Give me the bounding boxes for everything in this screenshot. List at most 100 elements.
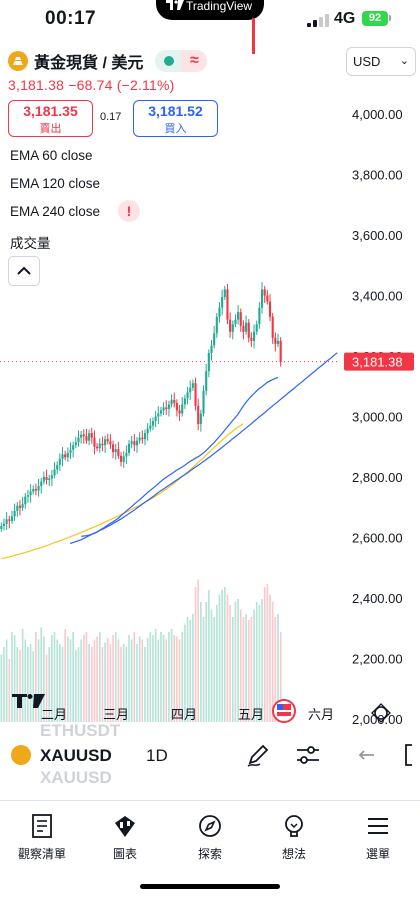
indicators-icon[interactable]	[294, 741, 322, 769]
nav-watchlist[interactable]: 觀察清單	[7, 813, 77, 862]
currency-select[interactable]: USD ⌄	[346, 47, 416, 76]
volume-bar	[202, 617, 205, 722]
volume-bar	[3, 647, 5, 722]
candle-body	[10, 516, 14, 521]
gold-icon	[8, 51, 28, 71]
timeframe-button[interactable]: 1D	[146, 746, 168, 765]
candle-body	[16, 505, 19, 511]
candle-body	[221, 297, 224, 308]
candle-body	[82, 434, 85, 437]
candle-body	[104, 439, 107, 446]
y-axis-tick-label: 4,000.00	[352, 107, 403, 122]
status-time: 00:17	[45, 8, 97, 29]
watchlist-icon	[32, 814, 52, 838]
candle-body	[215, 316, 218, 334]
draw-icon[interactable]	[244, 741, 272, 769]
candle-body	[13, 510, 16, 517]
volume-bar	[247, 620, 250, 722]
x-axis-tick-label: 五月	[238, 708, 264, 723]
volume-bar	[80, 639, 82, 722]
candle-body	[263, 289, 266, 296]
sell-button[interactable]: 3,181.35 賣出	[8, 100, 93, 137]
symbol-header[interactable]: 黃金現貨 / 美元 ≈	[8, 50, 208, 72]
volume-bar	[221, 590, 223, 722]
candle-body	[24, 496, 27, 505]
nav-menu[interactable]: 選單	[343, 813, 413, 862]
candle-body	[175, 402, 178, 411]
candle-body	[37, 486, 40, 491]
candle-body	[255, 324, 258, 332]
y-axis-tick-label: 3,800.00	[352, 168, 403, 183]
nav-ideas[interactable]: 想法	[259, 813, 329, 862]
candle-body	[242, 325, 245, 332]
price-chart[interactable]: 4,000.003,800.003,600.003,400.003,200.00…	[0, 0, 420, 735]
candle-body	[32, 489, 35, 492]
volume-bar	[192, 614, 194, 722]
undo-icon[interactable]	[354, 741, 382, 769]
volume-bar	[144, 647, 146, 722]
volume-bar	[253, 609, 255, 722]
volume-bar	[35, 632, 37, 722]
volume-bar	[5, 639, 8, 722]
us-flag-stripe	[277, 710, 291, 712]
candle-body	[85, 436, 88, 441]
candle-body	[234, 319, 237, 325]
explore-icon	[199, 815, 221, 837]
candle-body	[274, 337, 277, 344]
indicator-ema120[interactable]: EMA 120 close	[10, 176, 101, 191]
volume-bar	[218, 594, 221, 722]
candle-body	[133, 441, 136, 446]
volume-bar	[53, 632, 56, 722]
candle-body	[151, 421, 155, 426]
volume-bar	[109, 644, 112, 722]
nav-label-menu: 選單	[365, 847, 390, 861]
nav-chart[interactable]: 圖表	[90, 813, 160, 862]
candle-body	[69, 449, 72, 453]
candle-body	[218, 307, 221, 317]
candle-body	[266, 295, 269, 302]
volume-bar	[48, 647, 51, 722]
buy-button[interactable]: 3,181.52 買入	[133, 100, 218, 137]
candle-body	[149, 425, 152, 429]
volume-bar	[258, 605, 261, 722]
candle-body	[2, 523, 6, 527]
volume-bar	[223, 587, 226, 722]
volume-bar	[120, 647, 122, 722]
volume-bar	[237, 599, 239, 722]
ema240-line	[1, 423, 244, 560]
home-indicator	[140, 884, 280, 889]
axis-settings-icon[interactable]	[374, 706, 388, 720]
volume-bar	[117, 639, 120, 722]
volume-bar	[261, 599, 263, 722]
candle-body	[276, 340, 280, 344]
volume-bar	[29, 644, 32, 722]
indicator-ema60[interactable]: EMA 60 close	[10, 148, 93, 163]
candle-body	[143, 433, 147, 440]
volume-bar	[133, 632, 136, 722]
y-axis-tick-label: 2,800.00	[352, 470, 403, 485]
volume-bar	[213, 617, 215, 722]
candle-body	[231, 324, 234, 332]
volume-bar	[16, 647, 19, 722]
candle-body	[48, 478, 51, 481]
volume-bar	[266, 584, 269, 722]
chevron-up-icon	[17, 266, 31, 275]
collapse-legend-button[interactable]	[8, 256, 40, 286]
volume-bar	[82, 635, 85, 722]
y-axis-tick-label: 3,400.00	[352, 289, 403, 304]
volume-bar	[27, 647, 29, 722]
candle-body	[229, 319, 232, 332]
volume-bar	[61, 647, 64, 722]
volume-bar	[67, 636, 69, 722]
warning-icon[interactable]: !	[118, 200, 140, 222]
symbol-button[interactable]: XAUUSD	[40, 746, 112, 765]
candle-body	[162, 407, 165, 411]
indicator-ema240[interactable]: EMA 240 close	[10, 204, 101, 219]
volume-bar	[0, 654, 3, 722]
nav-explore[interactable]: 探索	[175, 813, 245, 862]
indicator-volume[interactable]: 成交量	[10, 236, 51, 251]
redo-icon[interactable]	[402, 741, 420, 769]
y-axis-tick-label: 2,400.00	[352, 591, 403, 606]
market-status-pill[interactable]: ≈	[155, 50, 208, 72]
volume-bar	[125, 647, 128, 722]
